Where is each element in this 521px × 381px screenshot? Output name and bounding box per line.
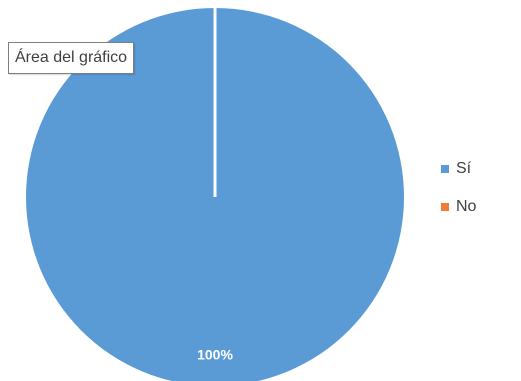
legend-item-no[interactable]: No — [441, 194, 476, 220]
data-label-si: 100% — [197, 347, 233, 363]
tooltip-label: Área del gráfico — [15, 49, 128, 66]
pie-slices — [26, 6, 404, 381]
legend-label-si: Sí — [456, 160, 472, 177]
legend-label-no: No — [456, 198, 477, 215]
pie-data-labels: 100% — [197, 347, 233, 363]
chart-legend: Sí No — [441, 156, 476, 232]
legend-swatch-si — [441, 165, 449, 173]
legend-swatch-no — [441, 203, 449, 211]
chart-area-tooltip: Área del gráfico — [8, 42, 135, 74]
legend-item-si[interactable]: Sí — [441, 156, 476, 182]
